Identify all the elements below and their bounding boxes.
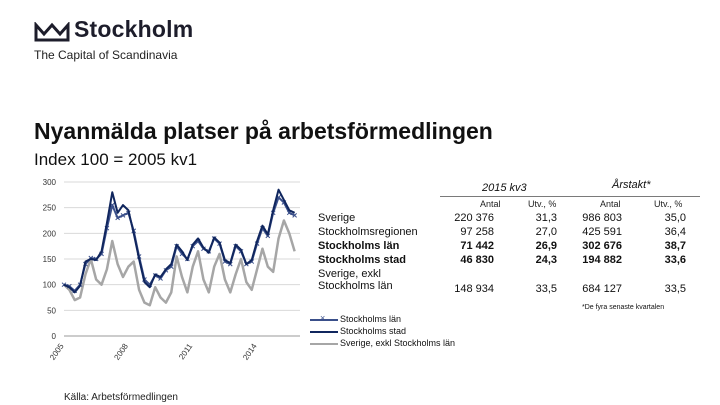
table-cell: 302 676 [582,240,622,252]
table-cell: 97 258 [460,226,494,238]
table-row-label: Stockholms stad [318,254,407,266]
table-cell: 26,9 [535,240,557,252]
table-cell: 194 882 [582,254,622,266]
y-tick-label: 200 [43,229,57,238]
table-cell: 71 442 [460,240,494,252]
x-tick-label: 2008 [112,342,130,362]
table-cell: 220 376 [454,212,494,224]
x-tick-label: 2014 [241,342,259,362]
table-row-label: Sverige [318,212,356,224]
table-cell: 33,5 [664,283,686,295]
table-cell: 684 127 [582,283,622,295]
y-tick-label: 250 [43,204,57,213]
table-row-label: Stockholms län [318,240,400,252]
y-tick-label: 0 [52,332,57,341]
table-group-header-1: 2015 kv3 [482,182,527,194]
y-tick-label: 300 [43,178,57,187]
table-cell: 24,3 [535,254,557,266]
table-cell: 36,4 [664,226,686,238]
col-header-antal-1: Antal [480,199,501,209]
page-title: Nyanmälda platser på arbetsförmedlingen [34,118,493,144]
legend-marker-icon: × [320,313,326,323]
x-tick-label: 2005 [48,342,66,362]
legend-label: Stockholms län [340,314,402,324]
table-row-label: Sverige, exkl Stockholms län [318,268,393,292]
col-header-utv-1: Utv., % [528,199,557,209]
legend-swatch [310,343,338,345]
table-cell: 46 830 [460,254,494,266]
y-tick-label: 50 [47,306,56,315]
table-cell: 35,0 [664,212,686,224]
crown-icon [34,22,70,42]
table-cell: 31,3 [535,212,557,224]
table-cell: 27,0 [535,226,557,238]
series-line [63,196,296,292]
page-subtitle: Index 100 = 2005 kv1 [34,150,198,169]
x-tick-label: 2011 [177,342,195,362]
table-header-rule [440,196,700,197]
table-cell: 148 934 [454,283,494,295]
brand-tagline: The Capital of Scandinavia [34,48,178,62]
col-header-utv-2: Utv., % [654,199,683,209]
data-point [292,213,297,218]
table-cell: 986 803 [582,212,622,224]
col-header-antal-2: Antal [600,199,621,209]
y-tick-label: 100 [43,281,57,290]
legend-swatch [310,319,338,321]
table-group-header-2: Årstakt* [612,179,651,191]
brand-name: Stockholm [74,16,194,42]
y-tick-label: 150 [43,255,57,264]
series-line [63,219,296,307]
table-cell: 33,5 [535,283,557,295]
data-point [120,213,126,218]
legend-label: Sverige, exkl Stockholms län [340,338,456,348]
data-point [115,215,120,221]
table-cell: 33,6 [664,254,686,266]
data-point [265,233,271,239]
table-cell: 425 591 [582,226,622,238]
legend-label: Stockholms stad [340,326,407,336]
legend-swatch [310,331,338,333]
table-row-label: Stockholmsregionen [318,226,418,238]
series-line [63,188,296,294]
table-cell: 38,7 [664,240,686,252]
table-footnote: *De fyra senaste kvartalen [582,304,665,311]
source-note: Källa: Arbetsförmedlingen [64,392,178,403]
